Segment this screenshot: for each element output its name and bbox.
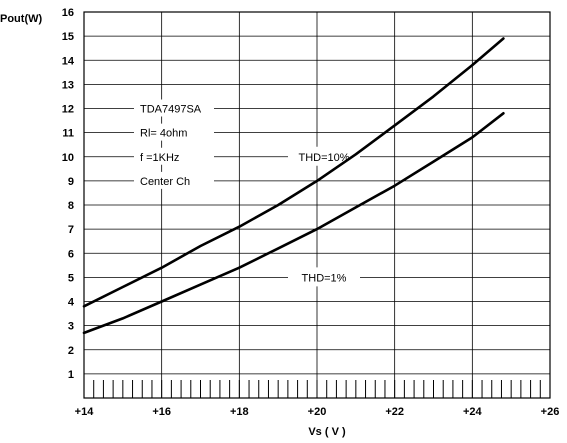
x-tick-label: +24 [463,406,483,418]
x-tick-label: +16 [152,406,171,418]
y-tick-label: 12 [62,104,74,116]
x-tick-label: +18 [230,406,249,418]
y-tick-label: 2 [68,345,74,357]
minor-ticks [93,380,541,398]
x-tick-label: +14 [75,406,95,418]
series-label-bg [288,267,360,287]
annotation-bg [134,123,214,141]
y-tick-label: 13 [62,79,74,91]
series-layer [82,37,505,335]
x-axis-title: Vs ( V ) [308,426,346,438]
series-label: THD=10% [298,152,349,164]
y-tick-label: 9 [68,176,74,188]
grid [84,12,550,398]
x-tick-label: +20 [308,406,327,418]
annotation-bg [134,171,214,189]
annotation-text: TDA7497SA [140,104,202,116]
y-tick-label: 10 [62,152,74,164]
annotation-boxes [134,99,360,287]
y-tick-label: 11 [62,128,74,140]
y-tick-label: 16 [62,7,74,19]
y-axis-title: Pout(W) [0,13,42,25]
series-label-bg [288,146,360,166]
x-tick-label: +22 [385,406,404,418]
plot-frame [83,11,551,399]
y-tick-label: 1 [68,369,74,381]
x-tick-label: +26 [541,406,560,418]
y-tick-label: 5 [68,272,74,284]
annotation-text: Rl= 4ohm [140,128,187,140]
series-line [82,112,505,335]
y-tick-label: 14 [62,55,75,67]
annotation-text: Center Ch [140,176,190,188]
series-line [82,37,505,308]
y-tick-label: 7 [68,224,74,236]
y-tick-label: 15 [62,31,74,43]
y-tick-label: 6 [68,248,74,260]
series-label: THD=1% [302,272,347,284]
annotation-bg [134,147,214,165]
y-tick-label: 8 [68,200,74,212]
y-tick-label: 3 [68,321,74,333]
annotation-text: f =1KHz [140,152,179,164]
y-tick-label: 4 [68,297,75,309]
annotation-bg [134,99,214,117]
